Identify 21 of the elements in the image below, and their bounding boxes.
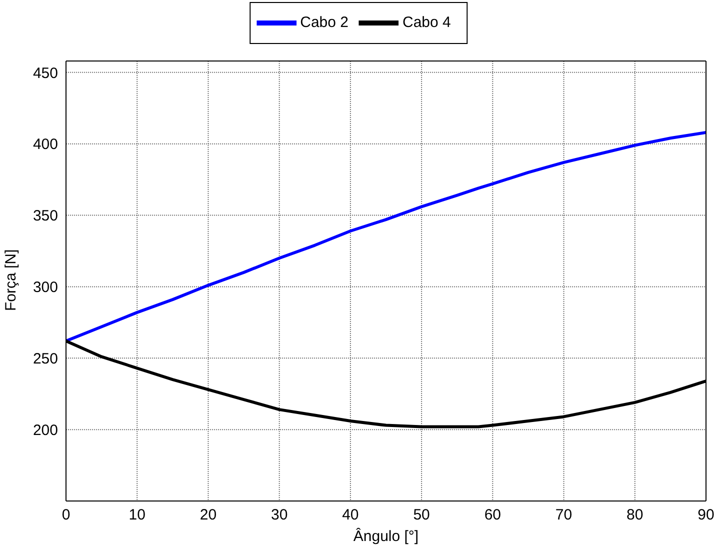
x-tick-label: 90 [698,506,714,524]
x-tick-label: 0 [62,506,70,524]
line-series [66,130,706,342]
x-tick-label: 70 [555,506,572,524]
x-axis-title: Ângulo [°] [353,527,419,545]
y-tick-label: 400 [32,136,58,154]
x-tick-label: 20 [200,506,217,524]
y-tick-label: 250 [32,350,58,368]
legend-label: Cabo 2 [300,14,348,31]
x-tick-label: 60 [484,506,502,524]
x-tick-label: 50 [413,506,430,524]
x-tick-label: 80 [626,506,644,524]
y-tick-label: 300 [32,279,58,296]
x-tick-label: 40 [342,506,359,524]
x-tick-label: 30 [270,506,288,524]
y-axis-title: Força [N] [2,249,20,311]
x-tick-label: 10 [128,506,146,524]
y-tick-label: 450 [32,64,58,82]
y-tick-label: 200 [32,422,58,439]
legend-label: Cabo 4 [402,14,451,31]
y-tick-label: 350 [32,208,58,225]
